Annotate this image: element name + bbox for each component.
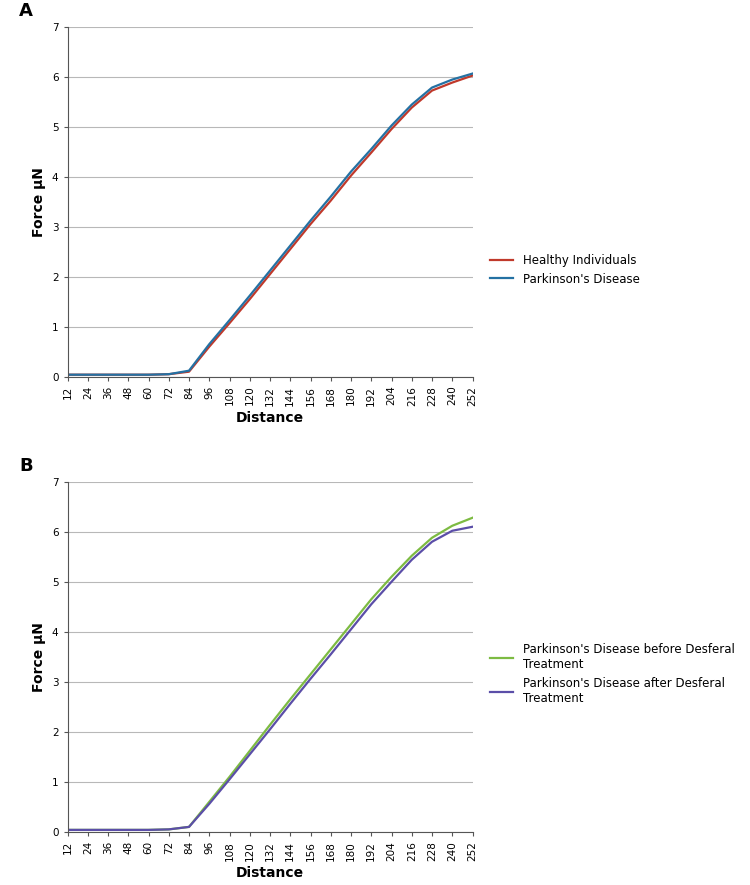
Healthy Individuals — [286, 244, 295, 255]
Healthy Individuals — [346, 170, 355, 181]
Parkinson's Disease after Desferal
Treatment — [306, 673, 315, 684]
Parkinson's Disease after Desferal
Treatment — [266, 724, 274, 735]
Healthy Individuals — [427, 85, 436, 96]
Parkinson's Disease before Desferal
Treatment — [468, 512, 477, 523]
Parkinson's Disease — [266, 266, 274, 276]
Healthy Individuals — [367, 147, 376, 158]
Parkinson's Disease before Desferal
Treatment — [104, 825, 112, 835]
Parkinson's Disease after Desferal
Treatment — [63, 825, 72, 835]
Line: Parkinson's Disease: Parkinson's Disease — [68, 73, 472, 374]
Healthy Individuals — [448, 77, 457, 88]
Parkinson's Disease — [83, 369, 92, 380]
Parkinson's Disease before Desferal
Treatment — [427, 533, 436, 543]
Parkinson's Disease — [346, 166, 355, 177]
Text: A: A — [19, 2, 33, 19]
Parkinson's Disease before Desferal
Treatment — [63, 825, 72, 835]
Parkinson's Disease after Desferal
Treatment — [124, 825, 133, 835]
Healthy Individuals — [326, 196, 335, 206]
Healthy Individuals — [124, 369, 133, 380]
Parkinson's Disease after Desferal
Treatment — [407, 555, 416, 566]
Legend: Healthy Individuals, Parkinson's Disease: Healthy Individuals, Parkinson's Disease — [490, 254, 640, 286]
X-axis label: Distance: Distance — [236, 412, 304, 425]
Healthy Individuals — [266, 269, 274, 280]
Parkinson's Disease — [407, 99, 416, 110]
Parkinson's Disease before Desferal
Treatment — [266, 720, 274, 730]
Parkinson's Disease before Desferal
Treatment — [124, 825, 133, 835]
Line: Parkinson's Disease after Desferal
Treatment: Parkinson's Disease after Desferal Treat… — [68, 527, 472, 830]
Y-axis label: Force μN: Force μN — [32, 166, 46, 236]
Parkinson's Disease — [387, 120, 396, 131]
Parkinson's Disease — [184, 366, 194, 376]
Parkinson's Disease — [104, 369, 112, 380]
Parkinson's Disease — [63, 369, 72, 380]
Parkinson's Disease after Desferal
Treatment — [346, 624, 355, 635]
Parkinson's Disease before Desferal
Treatment — [83, 825, 92, 835]
Parkinson's Disease after Desferal
Treatment — [286, 698, 295, 709]
Healthy Individuals — [184, 366, 194, 377]
Parkinson's Disease before Desferal
Treatment — [367, 594, 376, 604]
Parkinson's Disease — [124, 369, 133, 380]
Healthy Individuals — [63, 369, 72, 380]
Parkinson's Disease before Desferal
Treatment — [164, 824, 173, 835]
Parkinson's Disease — [306, 215, 315, 226]
Parkinson's Disease after Desferal
Treatment — [367, 599, 376, 610]
Parkinson's Disease before Desferal
Treatment — [326, 644, 335, 655]
Parkinson's Disease after Desferal
Treatment — [184, 821, 194, 832]
Parkinson's Disease — [468, 68, 477, 79]
Parkinson's Disease — [144, 369, 153, 380]
Parkinson's Disease before Desferal
Treatment — [184, 821, 194, 832]
Parkinson's Disease — [427, 82, 436, 93]
Parkinson's Disease — [225, 315, 234, 326]
Parkinson's Disease before Desferal
Treatment — [245, 745, 254, 756]
Healthy Individuals — [83, 369, 92, 380]
Parkinson's Disease before Desferal
Treatment — [448, 520, 457, 531]
Healthy Individuals — [306, 219, 315, 229]
Parkinson's Disease before Desferal
Treatment — [387, 572, 396, 582]
Parkinson's Disease before Desferal
Treatment — [286, 694, 295, 704]
X-axis label: Distance: Distance — [236, 866, 304, 881]
Parkinson's Disease after Desferal
Treatment — [164, 824, 173, 835]
Healthy Individuals — [104, 369, 112, 380]
Parkinson's Disease after Desferal
Treatment — [427, 536, 436, 547]
Parkinson's Disease after Desferal
Treatment — [468, 521, 477, 532]
Parkinson's Disease after Desferal
Treatment — [448, 526, 457, 536]
Parkinson's Disease — [205, 339, 214, 350]
Legend: Parkinson's Disease before Desferal
Treatment, Parkinson's Disease after Desfera: Parkinson's Disease before Desferal Trea… — [490, 643, 734, 705]
Parkinson's Disease — [367, 143, 376, 154]
Parkinson's Disease after Desferal
Treatment — [387, 576, 396, 587]
Parkinson's Disease before Desferal
Treatment — [144, 825, 153, 835]
Parkinson's Disease after Desferal
Treatment — [83, 825, 92, 835]
Line: Parkinson's Disease before Desferal
Treatment: Parkinson's Disease before Desferal Trea… — [68, 518, 472, 830]
Parkinson's Disease before Desferal
Treatment — [225, 772, 234, 782]
Parkinson's Disease after Desferal
Treatment — [326, 649, 335, 659]
Parkinson's Disease after Desferal
Treatment — [104, 825, 112, 835]
Healthy Individuals — [205, 342, 214, 352]
Healthy Individuals — [245, 294, 254, 304]
Parkinson's Disease before Desferal
Treatment — [205, 796, 214, 807]
Parkinson's Disease — [245, 290, 254, 301]
Parkinson's Disease — [286, 241, 295, 251]
Parkinson's Disease after Desferal
Treatment — [144, 825, 153, 835]
Line: Healthy Individuals: Healthy Individuals — [68, 75, 472, 374]
Parkinson's Disease before Desferal
Treatment — [407, 550, 416, 561]
Healthy Individuals — [225, 318, 234, 328]
Healthy Individuals — [144, 369, 153, 380]
Healthy Individuals — [164, 369, 173, 380]
Healthy Individuals — [387, 124, 396, 135]
Parkinson's Disease before Desferal
Treatment — [346, 619, 355, 629]
Parkinson's Disease after Desferal
Treatment — [225, 774, 234, 785]
Parkinson's Disease — [326, 191, 335, 202]
Parkinson's Disease — [164, 369, 173, 380]
Parkinson's Disease — [448, 74, 457, 85]
Parkinson's Disease after Desferal
Treatment — [205, 798, 214, 809]
Healthy Individuals — [468, 70, 477, 81]
Parkinson's Disease before Desferal
Treatment — [306, 669, 315, 680]
Parkinson's Disease after Desferal
Treatment — [245, 749, 254, 759]
Healthy Individuals — [407, 103, 416, 113]
Y-axis label: Force μN: Force μN — [32, 622, 46, 692]
Text: B: B — [19, 457, 32, 474]
